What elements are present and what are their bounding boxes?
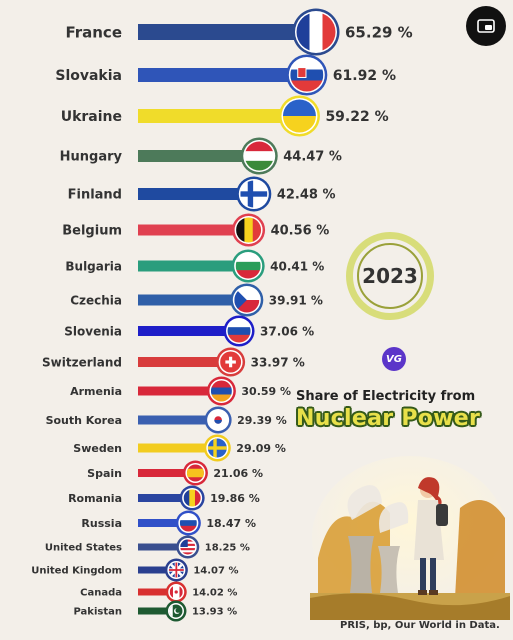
- flag-ru-icon: [179, 514, 197, 532]
- bar: [138, 357, 231, 367]
- value-label: 65.29 %: [345, 23, 413, 41]
- value-label: 39.91 %: [269, 293, 323, 307]
- value-label: 21.06 %: [213, 467, 263, 480]
- category-label: France: [65, 23, 122, 41]
- vg-logo-icon: VG: [382, 347, 406, 371]
- value-label: 30.59 %: [241, 385, 291, 398]
- flag-si-icon: [227, 319, 251, 343]
- bar: [138, 24, 316, 40]
- illustration: [310, 456, 510, 620]
- value-label: 29.09 %: [236, 442, 286, 455]
- value-label: 18.47 %: [206, 517, 256, 530]
- bar: [138, 415, 219, 425]
- bar: [138, 386, 222, 396]
- chart-subtitle: Share of Electricity from: [296, 389, 476, 404]
- category-label: Belgium: [62, 224, 122, 239]
- flag-ua-icon: [282, 99, 316, 133]
- value-label: 19.86 %: [210, 492, 260, 505]
- flag-us-icon: [180, 539, 196, 555]
- category-label: Canada: [80, 588, 122, 599]
- flag-ro-icon: [183, 489, 201, 507]
- category-label: Romania: [68, 492, 122, 505]
- bar: [138, 260, 249, 272]
- bar: [138, 326, 240, 336]
- value-label: 40.41 %: [270, 259, 324, 273]
- bar: [138, 566, 177, 574]
- value-label: 40.56 %: [271, 224, 330, 239]
- flag-am-icon: [210, 380, 232, 402]
- value-label: 14.02 %: [192, 588, 237, 599]
- flag-fr-icon: [296, 12, 336, 52]
- category-label: Sweden: [73, 442, 122, 455]
- bar: [138, 224, 249, 236]
- year-badge: 2023: [346, 232, 434, 320]
- value-label: 14.07 %: [193, 566, 238, 577]
- value-label: 61.92 %: [333, 68, 396, 84]
- flag-sk-icon: [290, 58, 324, 92]
- category-label: Slovenia: [64, 324, 122, 338]
- category-label: Hungary: [60, 150, 123, 165]
- bar: [138, 68, 307, 82]
- value-label: 29.39 %: [237, 414, 287, 427]
- category-label: Armenia: [70, 385, 122, 398]
- category-label: Spain: [87, 467, 122, 480]
- value-label: 13.93 %: [192, 607, 237, 618]
- flag-hu-icon: [244, 141, 274, 171]
- value-label: 42.48 %: [277, 188, 336, 203]
- chart-title: Nuclear Power: [296, 406, 481, 431]
- flag-fi-icon: [240, 180, 268, 208]
- flag-ch-icon: [220, 351, 242, 373]
- bar: [138, 543, 188, 551]
- flag-se-icon: [207, 438, 227, 458]
- category-label: Czechia: [70, 293, 122, 307]
- flag-ca-icon: [169, 585, 183, 599]
- value-label: 59.22 %: [325, 109, 388, 125]
- bar: [138, 443, 218, 453]
- bar: [138, 588, 177, 596]
- flag-gb-icon: [168, 562, 184, 578]
- flag-pk-icon: [169, 604, 183, 618]
- category-label: Switzerland: [42, 355, 122, 369]
- bar: [138, 294, 247, 306]
- bar: [138, 607, 176, 615]
- category-label: Pakistan: [74, 607, 123, 618]
- value-label: 33.97 %: [251, 355, 305, 369]
- flag-cz-icon: [234, 287, 260, 313]
- bar: [138, 494, 193, 502]
- flag-bg-icon: [235, 253, 261, 279]
- category-label: United States: [45, 543, 122, 554]
- category-label: Finland: [68, 188, 122, 203]
- picture-in-picture-icon[interactable]: [466, 6, 506, 46]
- value-label: 44.47 %: [283, 150, 342, 165]
- category-label: Russia: [81, 517, 122, 530]
- value-label: 37.06 %: [260, 324, 314, 338]
- bar: [138, 519, 189, 527]
- bar: [138, 469, 196, 477]
- category-label: Slovakia: [55, 68, 122, 84]
- bar: [138, 188, 254, 200]
- category-label: Ukraine: [61, 109, 122, 125]
- category-label: South Korea: [46, 414, 122, 427]
- year-label: 2023: [362, 264, 418, 288]
- flag-be-icon: [236, 217, 262, 243]
- category-label: United Kingdom: [31, 566, 122, 577]
- flag-kr-icon: [208, 410, 228, 430]
- category-label: Bulgaria: [65, 259, 122, 273]
- flag-es-icon: [186, 464, 204, 482]
- source-note: PRIS, bp, Our World in Data.: [340, 620, 500, 631]
- value-label: 18.25 %: [205, 543, 250, 554]
- bar: [138, 150, 260, 162]
- bar: [138, 109, 300, 123]
